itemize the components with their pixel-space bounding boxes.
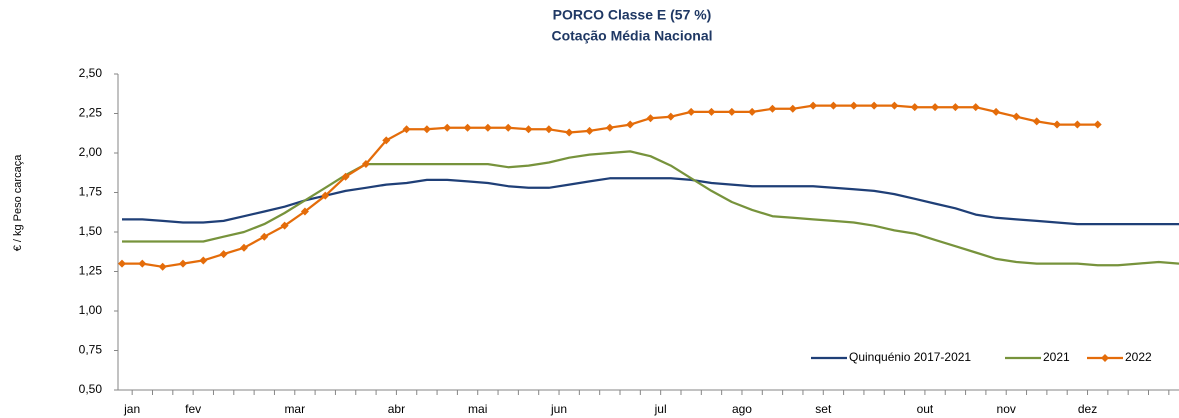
- x-tick-label: jun: [550, 402, 567, 416]
- data-point: [280, 221, 289, 230]
- data-point: [687, 107, 696, 116]
- y-tick-label: 2,50: [79, 66, 103, 80]
- legend-label: Quinquénio 2017-2021: [849, 350, 971, 364]
- data-point: [1053, 120, 1062, 129]
- data-point: [788, 104, 797, 113]
- data-point: [992, 107, 1001, 116]
- x-tick-label: nov: [997, 402, 1016, 416]
- data-point: [260, 232, 269, 241]
- y-tick-label: 2,25: [79, 106, 103, 120]
- data-point: [1012, 112, 1021, 121]
- data-point: [443, 123, 452, 132]
- data-point: [199, 256, 208, 265]
- data-point: [565, 128, 574, 137]
- legend: Quinquénio 2017-2021 2021 2022: [811, 350, 1152, 364]
- data-point: [1032, 117, 1041, 126]
- data-point: [178, 259, 187, 268]
- data-point: [483, 123, 492, 132]
- data-point: [870, 101, 879, 110]
- data-point: [910, 103, 919, 112]
- y-tick-label: 1,00: [79, 303, 103, 317]
- data-point: [748, 107, 757, 116]
- series-line: [122, 150, 1179, 267]
- y-tick-label: 1,75: [79, 185, 103, 199]
- x-tick-label: ago: [732, 402, 752, 416]
- y-tick-label: 1,25: [79, 264, 103, 278]
- legend-label: 2022: [1125, 350, 1152, 364]
- data-point: [138, 259, 147, 268]
- data-point: [239, 243, 248, 252]
- y-tick-label: 0,50: [79, 382, 103, 396]
- data-point: [544, 125, 553, 134]
- data-point: [971, 103, 980, 112]
- data-point: [809, 101, 818, 110]
- data-point: [361, 160, 370, 169]
- data-point: [382, 136, 391, 145]
- x-tick-label: out: [917, 402, 934, 416]
- data-point: [727, 107, 736, 116]
- data-point: [422, 125, 431, 134]
- data-point: [300, 207, 309, 216]
- data-point: [605, 123, 614, 132]
- data-point: [626, 120, 635, 129]
- y-tick-label: 2,00: [79, 145, 103, 159]
- data-point: [829, 101, 838, 110]
- y-axis-label: € / kg Peso carcaça: [12, 154, 24, 251]
- data-point: [1093, 120, 1102, 129]
- data-point: [504, 123, 513, 132]
- x-tick-label: jul: [654, 402, 667, 416]
- x-tick-label: abr: [388, 402, 405, 416]
- data-point: [341, 172, 350, 181]
- chart-subtitle: Cotação Média Nacional: [551, 28, 712, 44]
- data-point: [931, 103, 940, 112]
- data-point: [524, 125, 533, 134]
- data-point: [585, 126, 594, 135]
- x-tick-label: jan: [123, 402, 140, 416]
- data-point: [890, 101, 899, 110]
- data-point: [646, 114, 655, 123]
- x-tick-label: dez: [1078, 402, 1097, 416]
- x-tick-label: set: [815, 402, 832, 416]
- x-tick-label: mai: [468, 402, 487, 416]
- data-point: [768, 104, 777, 113]
- data-point: [219, 250, 228, 259]
- data-point: [849, 101, 858, 110]
- legend-marker: [1101, 354, 1109, 362]
- y-tick-label: 0,75: [79, 343, 103, 357]
- data-point: [1073, 120, 1082, 129]
- data-point: [321, 191, 330, 200]
- data-point: [402, 125, 411, 134]
- x-tick-label: mar: [284, 402, 305, 416]
- legend-label: 2021: [1043, 350, 1070, 364]
- data-point: [707, 107, 716, 116]
- x-tick-label: fev: [185, 402, 201, 416]
- series-line: [122, 177, 1179, 226]
- data-point: [463, 123, 472, 132]
- data-point: [118, 259, 126, 268]
- data-point: [666, 112, 675, 121]
- data-point: [951, 103, 960, 112]
- y-tick-label: 1,50: [79, 224, 103, 238]
- data-point: [158, 262, 167, 271]
- chart-title: PORCO Classe E (57 %): [553, 7, 712, 23]
